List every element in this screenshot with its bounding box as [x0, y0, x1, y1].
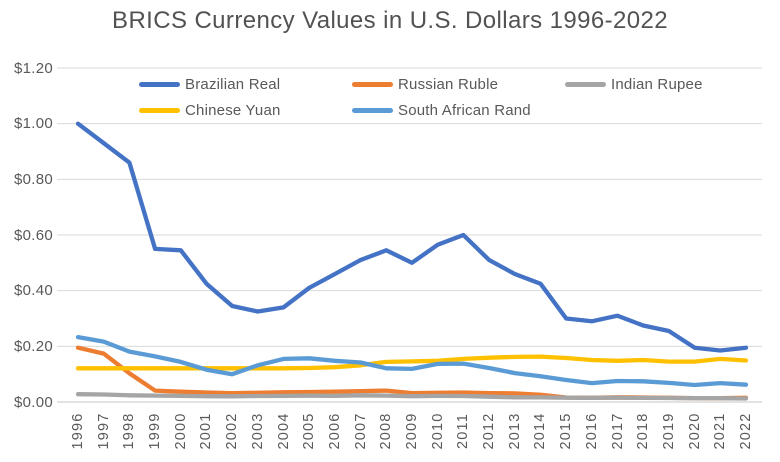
- series-line-brazilian-real: [75, 121, 749, 353]
- series-line-chinese-yuan: [75, 354, 749, 371]
- series-line-russian-ruble: [75, 345, 749, 401]
- series-line-indian-rupee: [75, 392, 749, 401]
- chart-title: BRICS Currency Values in U.S. Dollars 19…: [112, 7, 668, 34]
- series-line-south-african-rand: [75, 334, 749, 388]
